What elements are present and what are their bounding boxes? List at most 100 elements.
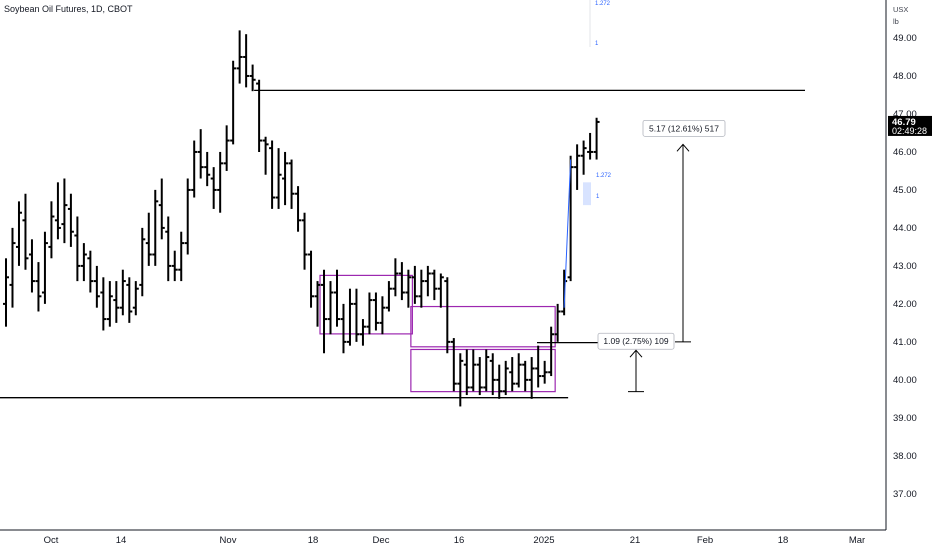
ohlc-bar — [528, 357, 535, 399]
ohlc-bar — [158, 178, 165, 240]
ohlc-bar — [223, 125, 230, 171]
fib-level-label: 1 — [596, 194, 600, 200]
ohlc-bar — [385, 281, 392, 312]
ohlc-bar — [489, 353, 496, 396]
ohlc-bar — [269, 140, 276, 209]
last-price-value: 46.79 — [892, 117, 916, 128]
ohlc-bar — [450, 338, 457, 392]
price-axis[interactable]: 49.00 48.00 47.00 46.00 45.00 44.00 43.00 42.00… — [888, 33, 932, 500]
time-tick-label: Nov — [220, 535, 237, 546]
measure-arrow-icon — [676, 143, 690, 152]
ohlc-bar — [340, 303, 347, 354]
measure-label-box — [597, 332, 675, 350]
drawing-tools[interactable]: 1.272 1 1.272 1 5.17 (12.61%) 517 1.09 (2.75%… — [537, 0, 726, 393]
ohlc-bar — [379, 296, 386, 335]
ohlc-bar — [3, 258, 9, 327]
ohlc-bar — [22, 193, 29, 270]
time-tick-label: 14 — [116, 535, 127, 546]
ohlc-bar — [587, 132, 594, 160]
price-tick-label: 46.00 — [893, 147, 917, 158]
range-box[interactable] — [319, 274, 413, 335]
price-tick-label: 42.00 — [893, 299, 917, 310]
ohlc-bar — [502, 360, 509, 396]
ohlc-bar — [119, 269, 126, 316]
ohlc-bar — [346, 288, 353, 346]
unit-line-1: USX — [893, 5, 909, 14]
ohlc-bar — [139, 227, 146, 297]
ohlc-bar — [295, 186, 302, 232]
ohlc-bar — [418, 269, 425, 308]
ohlc-bar — [100, 277, 107, 331]
ohlc-bar — [204, 151, 211, 187]
ohlc-bar — [275, 148, 282, 209]
price-tick-label: 48.00 — [893, 71, 917, 82]
ohlc-bar — [178, 231, 185, 282]
ohlc-bar — [282, 151, 289, 206]
range-box[interactable] — [410, 305, 556, 348]
ohlc-bar — [152, 189, 159, 266]
ohlc-bar — [308, 250, 315, 308]
price-tick-label: 47.00 — [893, 109, 917, 120]
ohlc-bar — [28, 239, 35, 293]
ohlc-bar — [321, 269, 328, 354]
time-tick-label: 16 — [454, 535, 465, 546]
ohlc-bar — [80, 243, 87, 282]
ohlc-bar — [249, 64, 256, 92]
ohlc-bar — [165, 216, 172, 282]
ohlc-bar — [496, 364, 503, 399]
ohlc-bar — [184, 178, 191, 255]
fib-trend-line[interactable] — [563, 159, 572, 308]
measure-arrow-icon — [629, 349, 643, 358]
ohlc-bar — [515, 353, 522, 388]
ohlc-bar — [9, 227, 16, 308]
ohlc-bar — [398, 262, 405, 301]
price-range-measure[interactable]: 1.09 (2.75%) 109 — [597, 332, 675, 393]
time-axis[interactable]: Oct 14 Nov 18 Dec 16 2025 21 Feb 18 Mar — [44, 535, 866, 546]
bar-countdown: 02:49:28 — [892, 126, 927, 136]
ohlc-bar — [359, 319, 366, 346]
ohlc-bar — [554, 303, 561, 342]
ohlc-bar — [574, 144, 581, 190]
price-tick-label: 37.00 — [893, 489, 917, 500]
ohlc-bar — [113, 281, 120, 323]
rectangle-drawings[interactable] — [319, 274, 556, 393]
ohlc-bar — [483, 349, 490, 392]
ohlc-bar — [243, 34, 250, 88]
ohlc-bar — [217, 151, 224, 213]
time-tick-label: 18 — [308, 535, 319, 546]
horizontal-lines[interactable] — [0, 89, 805, 399]
ohlc-bar — [145, 212, 152, 266]
ohlc-bar — [171, 250, 178, 282]
ohlc-bar — [314, 281, 321, 327]
ohlc-bar — [476, 357, 483, 396]
ohlc-bar — [126, 277, 133, 323]
price-tick-label: 39.00 — [893, 413, 917, 424]
ohlc-bar — [567, 155, 574, 282]
time-tick-label: 2025 — [533, 535, 554, 546]
ohlc-bar — [392, 258, 399, 297]
ohlc-bar — [67, 193, 74, 247]
ohlc-bar — [54, 182, 61, 240]
ohlc-bar — [15, 201, 22, 266]
ohlc-bar — [230, 60, 237, 145]
ohlc-bar — [106, 281, 113, 327]
time-tick-label: Feb — [697, 535, 713, 546]
price-tick-label: 40.00 — [893, 375, 917, 386]
ohlc-bar — [437, 273, 444, 308]
range-box[interactable] — [410, 348, 556, 393]
ohlc-bar — [411, 265, 418, 304]
ohlc-bar — [541, 360, 548, 384]
ohlc-bar — [87, 250, 94, 293]
ohlc-bar — [535, 345, 542, 388]
ohlc-bar — [522, 360, 529, 392]
ohlc-bar — [41, 231, 48, 304]
price-range-measure[interactable]: 5.17 (12.61%) 517 — [642, 119, 726, 343]
measure-label: 5.17 (12.61%) 517 — [649, 123, 719, 133]
price-tick-label: 49.00 — [893, 33, 917, 44]
time-tick-label: Dec — [373, 535, 390, 546]
ohlc-bar — [463, 349, 470, 396]
fib-zone — [583, 182, 591, 206]
ohlc-bar — [372, 292, 379, 331]
ohlc-bar — [197, 129, 204, 179]
